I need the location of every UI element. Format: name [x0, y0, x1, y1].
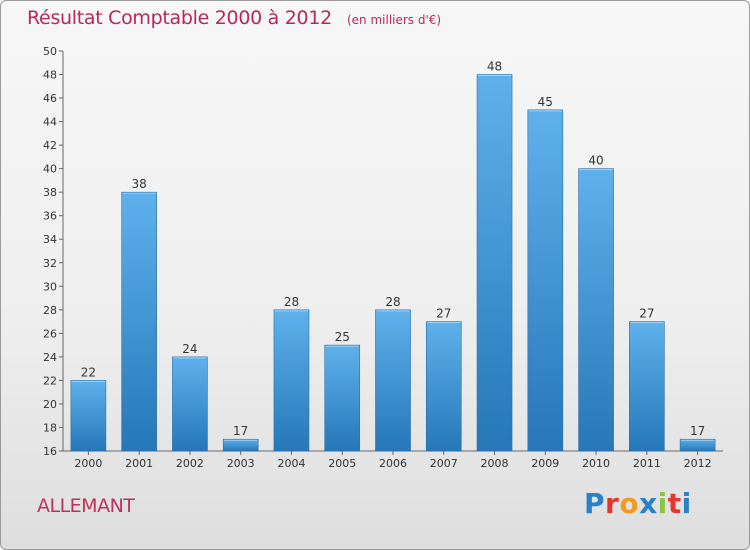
- bar: [172, 356, 208, 452]
- x-tick-label: 2007: [430, 457, 458, 470]
- x-tick-label: 2005: [328, 457, 356, 470]
- logo-letter: i: [657, 487, 668, 520]
- chart-subtitle: (en milliers d'€): [346, 13, 442, 27]
- chart-title: Résultat Comptable 2000 à 2012: [27, 7, 332, 29]
- bar: [121, 191, 157, 452]
- x-tick-label: 2008: [481, 457, 509, 470]
- bar-value-label: 28: [385, 295, 400, 309]
- y-tick-label: 48: [43, 69, 57, 82]
- logo-letter: x: [639, 487, 658, 520]
- y-tick-label: 22: [43, 374, 57, 387]
- bar: [222, 438, 259, 452]
- bar: [679, 438, 716, 452]
- bar: [425, 321, 462, 452]
- title-block: Résultat Comptable 2000 à 2012 (en milli…: [27, 7, 441, 29]
- bar: [527, 109, 564, 452]
- bar-value-label: 40: [588, 154, 603, 168]
- bar: [476, 74, 513, 452]
- y-tick-label: 30: [43, 280, 57, 293]
- y-tick-label: 32: [43, 257, 57, 270]
- bar-value-label: 22: [81, 365, 96, 379]
- bar: [324, 344, 361, 452]
- x-tick-label: 2002: [176, 457, 204, 470]
- bar-value-label: 45: [538, 95, 553, 109]
- bar-value-label: 27: [639, 307, 654, 321]
- bar: [273, 309, 310, 452]
- x-tick-label: 2010: [582, 457, 610, 470]
- logo-letter: o: [619, 487, 640, 520]
- y-tick-label: 34: [43, 233, 57, 246]
- logo-letter: P: [584, 487, 606, 520]
- x-tick-label: 2006: [379, 457, 407, 470]
- x-tick-label: 2011: [633, 457, 661, 470]
- y-tick-label: 18: [43, 421, 57, 434]
- x-tick-label: 2004: [277, 457, 305, 470]
- y-tick-label: 42: [43, 139, 57, 152]
- bar-value-label: 17: [233, 424, 248, 438]
- bar: [629, 321, 665, 452]
- bar: [375, 309, 411, 452]
- bar-value-label: 28: [284, 295, 299, 309]
- bar-value-label: 38: [132, 177, 147, 191]
- bar-value-label: 17: [690, 424, 705, 438]
- bar: [578, 168, 614, 452]
- commune-name: ALLEMANT: [37, 495, 135, 517]
- bar: [70, 380, 107, 452]
- y-tick-label: 24: [43, 351, 57, 364]
- x-tick-label: 2003: [227, 457, 255, 470]
- x-tick-label: 2012: [684, 457, 712, 470]
- bar-value-label: 24: [182, 342, 197, 356]
- logo-letter: t: [667, 487, 682, 520]
- y-tick-label: 36: [43, 210, 57, 223]
- y-tick-label: 40: [43, 163, 57, 176]
- y-tick-label: 16: [43, 445, 57, 458]
- x-tick-label: 2000: [74, 457, 102, 470]
- y-tick-label: 50: [43, 45, 57, 58]
- x-tick-label: 2009: [531, 457, 559, 470]
- logo-letter: i: [681, 487, 692, 520]
- y-tick-label: 38: [43, 186, 57, 199]
- y-tick-label: 20: [43, 398, 57, 411]
- bar-value-label: 27: [436, 307, 451, 321]
- y-tick-label: 46: [43, 92, 57, 105]
- y-tick-label: 44: [43, 116, 57, 129]
- logo-letter: r: [605, 487, 620, 520]
- bar-value-label: 48: [487, 60, 502, 74]
- proxiti-logo: Proxiti: [584, 487, 692, 520]
- x-tick-label: 2001: [125, 457, 153, 470]
- y-tick-label: 28: [43, 304, 57, 317]
- bar-value-label: 25: [335, 330, 350, 344]
- y-tick-label: 26: [43, 327, 57, 340]
